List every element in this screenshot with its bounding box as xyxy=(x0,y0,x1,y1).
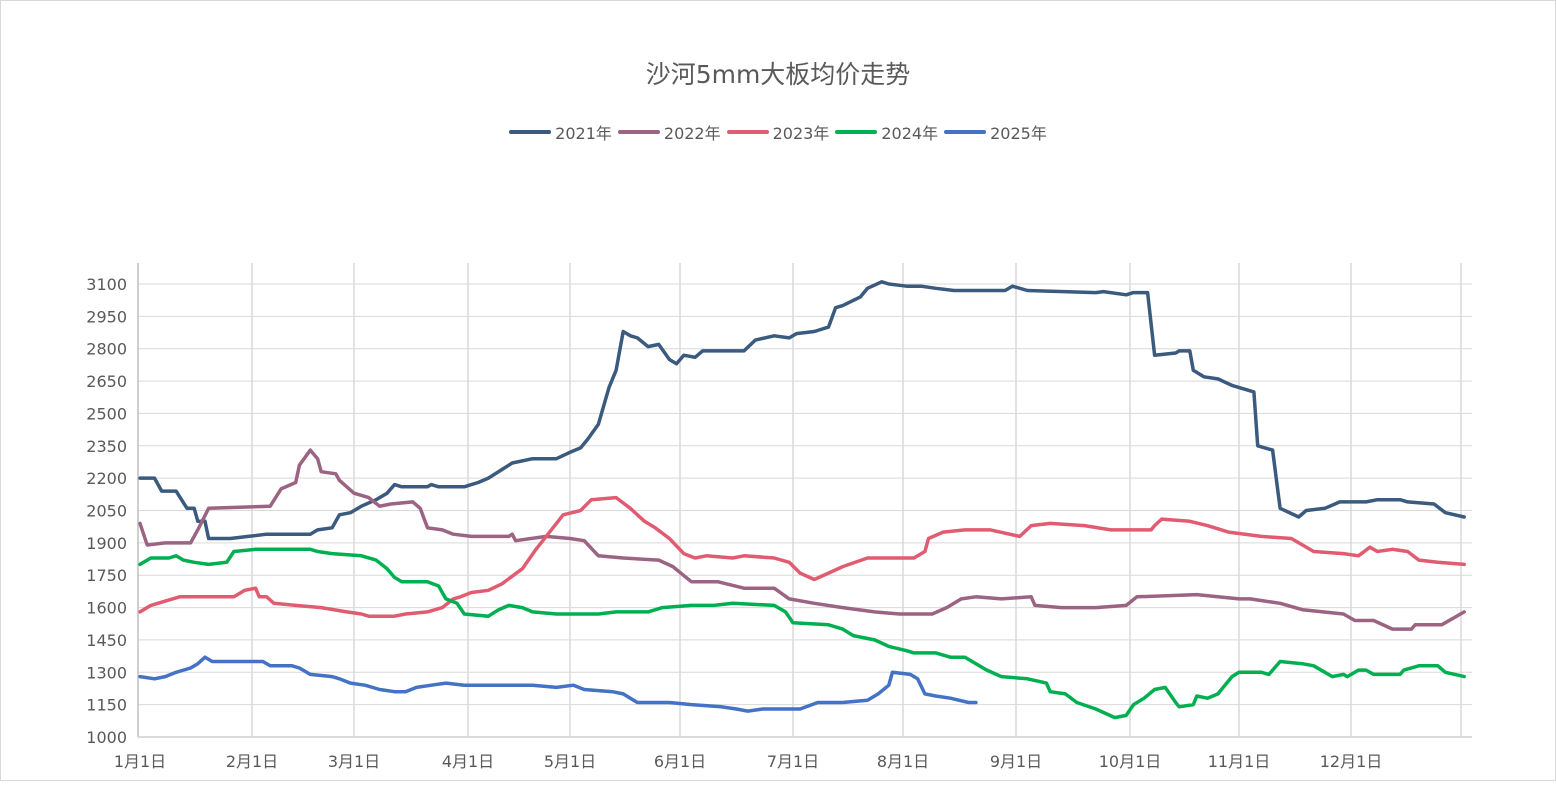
x-tick-label: 10月1日 xyxy=(1099,752,1162,771)
y-tick-label: 2800 xyxy=(86,340,127,359)
legend-swatch xyxy=(509,130,552,134)
legend-item[interactable]: 2024年 xyxy=(835,120,938,144)
x-tick-label: 9月1日 xyxy=(990,752,1042,771)
y-tick-label: 2350 xyxy=(86,437,127,456)
legend-label: 2022年 xyxy=(663,124,721,143)
legend: 2021年 2022年 2023年 2024年 2025年 xyxy=(0,120,1556,144)
chart-title: 沙河5mm大板均价走势 xyxy=(645,60,911,89)
x-tick-label: 1月1日 xyxy=(114,752,166,771)
legend-swatch xyxy=(726,130,769,134)
y-tick-label: 2200 xyxy=(86,469,127,488)
x-tick-label: 11月1日 xyxy=(1208,752,1271,771)
y-tick-label: 1450 xyxy=(86,631,127,650)
y-tick-label: 2050 xyxy=(86,502,127,521)
x-tick-label: 7月1日 xyxy=(767,752,819,771)
series-line-2023年 xyxy=(138,495,1466,618)
x-tick-label: 4月1日 xyxy=(442,752,494,771)
legend-swatch xyxy=(835,130,878,134)
series-line-2024年 xyxy=(138,547,1466,720)
legend-label: 2025年 xyxy=(990,124,1047,143)
x-tick-label: 2月1日 xyxy=(226,752,278,771)
legend-label: 2024年 xyxy=(881,124,939,143)
legend-label: 2023年 xyxy=(772,124,830,143)
legend-item[interactable]: 2021年 xyxy=(509,120,612,144)
legend-swatch xyxy=(944,130,987,134)
legend-swatch xyxy=(617,130,660,134)
y-tick-label: 1300 xyxy=(86,663,127,682)
y-tick-label: 1000 xyxy=(86,728,127,747)
y-tick-label: 1750 xyxy=(86,566,127,585)
x-tick-label: 12月1日 xyxy=(1320,752,1383,771)
y-tick-label: 1600 xyxy=(86,599,127,618)
legend-item[interactable]: 2025年 xyxy=(944,120,1047,144)
y-tick-label: 1900 xyxy=(86,534,127,553)
x-tick-label: 3月1日 xyxy=(328,752,380,771)
legend-label: 2021年 xyxy=(555,124,612,143)
x-tick-label: 5月1日 xyxy=(544,752,596,771)
y-tick-label: 2650 xyxy=(86,372,127,391)
y-tick-label: 2950 xyxy=(86,307,127,326)
legend-item[interactable]: 2022年 xyxy=(617,120,721,144)
series-line-2022年 xyxy=(138,448,1466,631)
x-tick-label: 6月1日 xyxy=(654,752,706,771)
y-tick-label: 2500 xyxy=(86,404,127,423)
y-tick-label: 1150 xyxy=(86,696,127,715)
x-tick-label: 8月1日 xyxy=(877,752,929,771)
y-tick-label: 3100 xyxy=(86,275,127,294)
legend-item[interactable]: 2023年 xyxy=(726,120,830,144)
series-line-2021年 xyxy=(138,280,1466,541)
series-line-2025年 xyxy=(138,655,978,713)
